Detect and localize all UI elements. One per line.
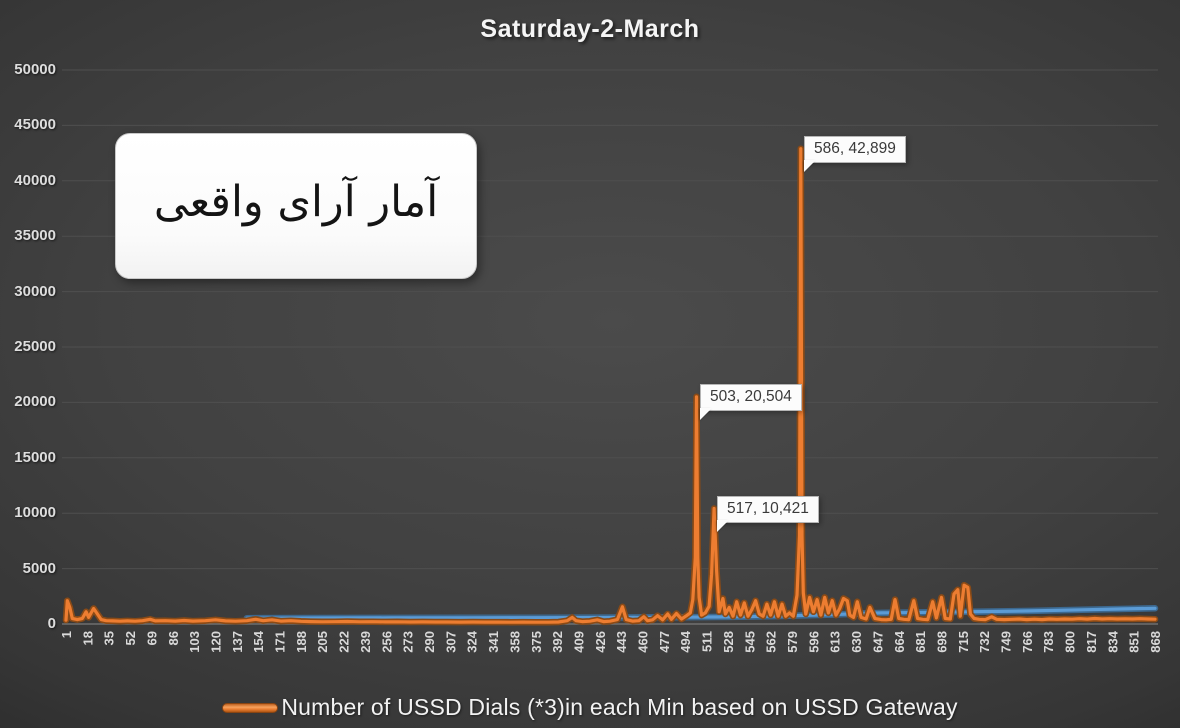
y-tick-label: 0 — [47, 615, 56, 632]
legend-label: Number of USSD Dials (*3)in each Min bas… — [281, 694, 958, 720]
x-tick-label: 766 — [1020, 631, 1035, 653]
x-tick-label: 596 — [806, 631, 821, 653]
x-tick-label: 52 — [123, 631, 138, 645]
x-tick-label: 324 — [465, 630, 480, 652]
x-tick-label: 732 — [977, 631, 992, 653]
y-tick-label: 45000 — [14, 116, 56, 133]
x-tick-label: 868 — [1148, 631, 1163, 653]
x-tick-label: 579 — [785, 631, 800, 653]
x-tick-label: 375 — [529, 631, 544, 653]
x-tick-label: 715 — [956, 631, 971, 653]
x-tick-label: 443 — [614, 631, 629, 653]
legend-line-marker-icon — [222, 702, 279, 713]
x-tick-label: 613 — [828, 631, 843, 653]
x-tick-label: 664 — [892, 630, 907, 652]
x-tick-label: 120 — [209, 631, 224, 653]
x-tick-label: 341 — [486, 631, 501, 653]
x-tick-label: 222 — [337, 631, 352, 653]
x-tick-label: 698 — [935, 631, 950, 653]
x-tick-label: 851 — [1127, 631, 1142, 653]
x-tick-label: 171 — [273, 631, 288, 653]
x-tick-label: 834 — [1105, 630, 1120, 652]
x-tick-label: 205 — [315, 631, 330, 653]
x-tick-label: 358 — [507, 631, 522, 653]
x-tick-label: 460 — [636, 631, 651, 653]
y-tick-label: 35000 — [14, 227, 56, 244]
x-tick-label: 35 — [102, 631, 117, 645]
annotation-box: آمار آرای واقعی — [115, 133, 477, 279]
legend: Number of USSD Dials (*3)in each Min bas… — [0, 694, 1180, 721]
x-tick-label: 69 — [144, 631, 159, 645]
x-tick-label: 749 — [999, 631, 1014, 653]
x-tick-label: 511 — [700, 631, 715, 652]
y-tick-label: 40000 — [14, 172, 56, 189]
x-tick-label: 477 — [657, 631, 672, 653]
x-tick-label: 562 — [764, 631, 779, 653]
data-label-callout: 517, 10,421 — [717, 496, 819, 523]
x-tick-label: 409 — [572, 631, 587, 653]
x-tick-label: 239 — [358, 631, 373, 653]
x-tick-label: 783 — [1041, 631, 1056, 653]
x-tick-label: 86 — [166, 631, 181, 645]
annotation-text: آمار آرای واقعی — [153, 176, 439, 227]
x-tick-label: 307 — [443, 631, 458, 653]
data-label-callout: 503, 20,504 — [700, 384, 802, 411]
x-tick-label: 630 — [849, 631, 864, 653]
x-tick-label: 290 — [422, 631, 437, 653]
y-tick-label: 50000 — [14, 61, 56, 78]
x-tick-label: 817 — [1084, 631, 1099, 653]
y-tick-label: 20000 — [14, 393, 56, 410]
x-tick-label: 392 — [550, 631, 565, 653]
x-tick-label: 800 — [1063, 631, 1078, 653]
x-tick-label: 647 — [870, 631, 885, 653]
x-tick-label: 426 — [593, 631, 608, 653]
y-tick-label: 15000 — [14, 449, 56, 466]
x-tick-label: 137 — [230, 631, 245, 653]
x-tick-label: 681 — [913, 631, 928, 653]
y-tick-label: 10000 — [14, 504, 56, 521]
y-tick-label: 30000 — [14, 283, 56, 300]
x-tick-label: 545 — [742, 631, 757, 653]
x-tick-label: 18 — [80, 631, 95, 645]
x-tick-label: 273 — [401, 631, 416, 653]
x-tick-label: 494 — [678, 630, 693, 652]
y-tick-label: 5000 — [22, 560, 56, 577]
x-tick-label: 188 — [294, 631, 309, 653]
x-tick-label: 1 — [59, 631, 74, 638]
chart-title: Saturday-2-March — [480, 15, 700, 43]
x-tick-label: 528 — [721, 631, 736, 653]
series-ussd-dials — [64, 147, 1157, 624]
y-tick-label: 25000 — [14, 338, 56, 355]
data-label-callout: 586, 42,899 — [804, 136, 906, 163]
x-tick-label: 256 — [379, 631, 394, 653]
x-tick-label: 154 — [251, 630, 266, 652]
x-tick-label: 103 — [187, 631, 202, 653]
